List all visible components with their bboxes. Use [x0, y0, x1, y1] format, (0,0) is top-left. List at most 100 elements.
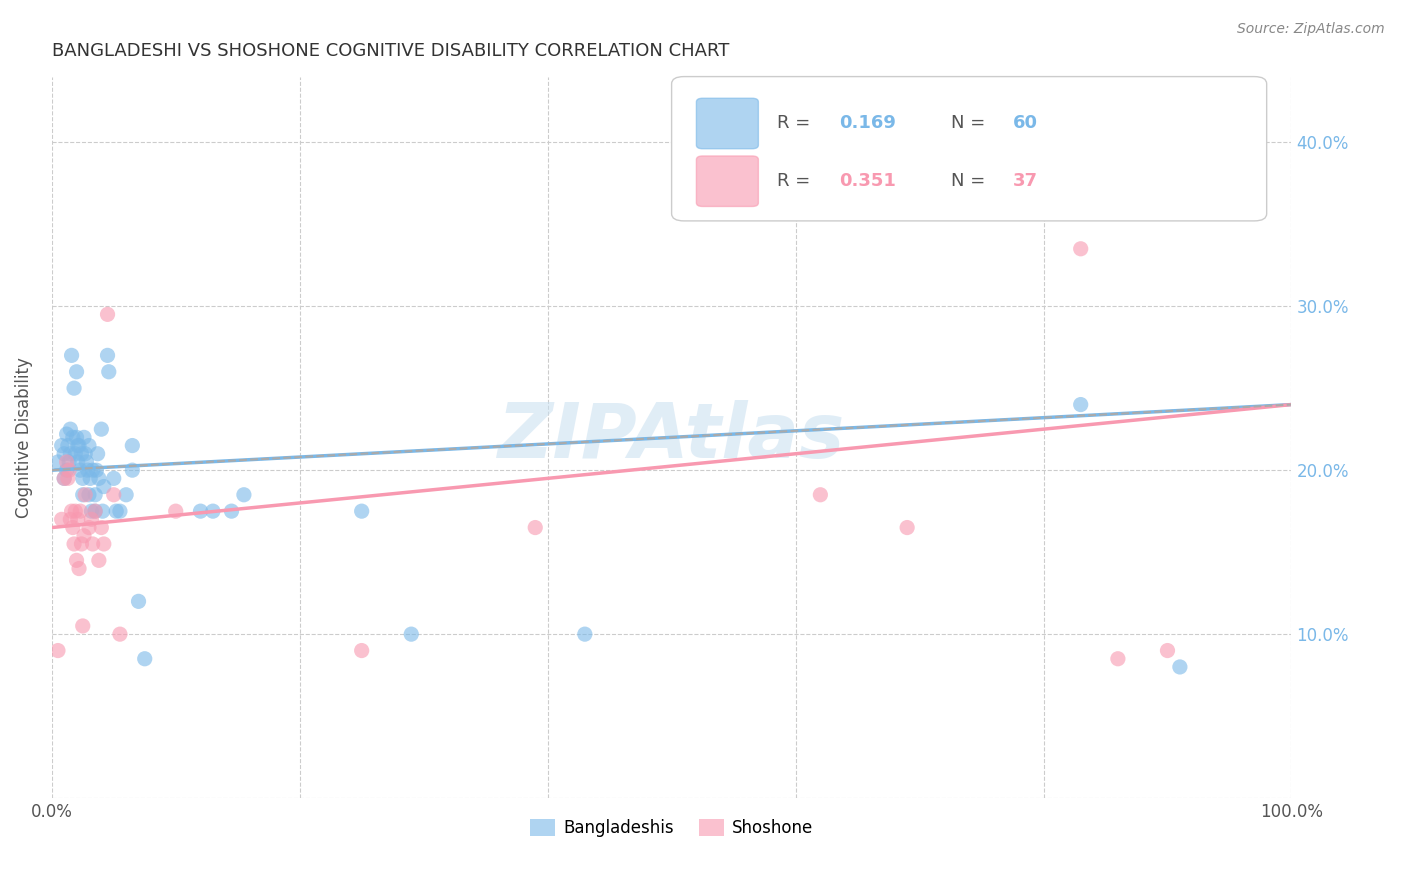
Point	[134, 652, 156, 666]
FancyBboxPatch shape	[696, 156, 758, 206]
Point	[65, 504, 87, 518]
Point	[69, 463, 91, 477]
Point	[84, 504, 107, 518]
Point	[75, 488, 97, 502]
Point	[67, 561, 90, 575]
Point	[53, 471, 76, 485]
Point	[75, 447, 97, 461]
Point	[65, 430, 87, 444]
Point	[62, 430, 84, 444]
Point	[72, 471, 94, 485]
Point	[82, 537, 104, 551]
Point	[60, 504, 83, 518]
Text: BANGLADESHI VS SHOSHONE COGNITIVE DISABILITY CORRELATION CHART: BANGLADESHI VS SHOSHONE COGNITIVE DISABI…	[52, 42, 730, 60]
Point	[46, 643, 69, 657]
Point	[1107, 652, 1129, 666]
Point	[87, 471, 110, 485]
Point	[808, 168, 831, 182]
Point	[103, 471, 125, 485]
Point	[67, 439, 90, 453]
Text: 37: 37	[1012, 172, 1038, 190]
Point	[1168, 660, 1191, 674]
Text: 0.351: 0.351	[839, 172, 896, 190]
Point	[401, 627, 423, 641]
Y-axis label: Cognitive Disability: Cognitive Disability	[15, 357, 32, 517]
Point	[55, 463, 77, 477]
Point	[56, 471, 79, 485]
Point	[103, 488, 125, 502]
Point	[79, 471, 101, 485]
Point	[66, 455, 89, 469]
Point	[80, 504, 103, 518]
Point	[896, 520, 918, 534]
Text: R =: R =	[778, 172, 815, 190]
Point	[70, 447, 93, 461]
Point	[96, 307, 118, 321]
Point	[53, 447, 76, 461]
Point	[108, 504, 131, 518]
Point	[524, 520, 547, 534]
Point	[65, 365, 87, 379]
Point	[59, 447, 82, 461]
Point	[190, 504, 212, 518]
Point	[84, 504, 107, 518]
Point	[90, 520, 112, 534]
Point	[70, 537, 93, 551]
Point	[90, 422, 112, 436]
Point	[121, 439, 143, 453]
Point	[62, 520, 84, 534]
Point	[59, 422, 82, 436]
Point	[350, 504, 373, 518]
Point	[108, 627, 131, 641]
FancyBboxPatch shape	[672, 77, 1267, 221]
Point	[72, 488, 94, 502]
Point	[232, 488, 254, 502]
Point	[56, 439, 79, 453]
Point	[76, 463, 98, 477]
Point	[82, 463, 104, 477]
Point	[1070, 242, 1092, 256]
Point	[73, 529, 96, 543]
Point	[165, 504, 187, 518]
Text: R =: R =	[778, 114, 815, 133]
Point	[80, 512, 103, 526]
Point	[77, 488, 100, 502]
Point	[65, 553, 87, 567]
Point	[77, 520, 100, 534]
Point	[93, 479, 115, 493]
Text: 60: 60	[1012, 114, 1038, 133]
Point	[65, 447, 87, 461]
Point	[55, 427, 77, 442]
Point	[96, 348, 118, 362]
Point	[574, 627, 596, 641]
Point	[60, 348, 83, 362]
Point	[128, 594, 150, 608]
Point	[91, 504, 114, 518]
Point	[58, 455, 80, 469]
Point	[66, 512, 89, 526]
Text: ZIPAtlas: ZIPAtlas	[498, 401, 845, 475]
Point	[53, 471, 76, 485]
Point	[55, 455, 77, 469]
Point	[77, 439, 100, 453]
Point	[86, 463, 108, 477]
Text: Source: ZipAtlas.com: Source: ZipAtlas.com	[1237, 22, 1385, 37]
Point	[69, 504, 91, 518]
Legend: Bangladeshis, Shoshone: Bangladeshis, Shoshone	[523, 813, 820, 844]
Point	[58, 463, 80, 477]
Point	[63, 381, 86, 395]
Text: 0.169: 0.169	[839, 114, 896, 133]
Text: N =: N =	[950, 172, 991, 190]
Point	[73, 430, 96, 444]
Point	[72, 619, 94, 633]
Point	[86, 447, 108, 461]
Point	[84, 488, 107, 502]
Point	[63, 537, 86, 551]
Point	[97, 365, 120, 379]
Point	[115, 488, 138, 502]
Point	[221, 504, 243, 518]
Point	[121, 463, 143, 477]
Point	[105, 504, 128, 518]
Point	[51, 512, 73, 526]
Point	[1070, 398, 1092, 412]
